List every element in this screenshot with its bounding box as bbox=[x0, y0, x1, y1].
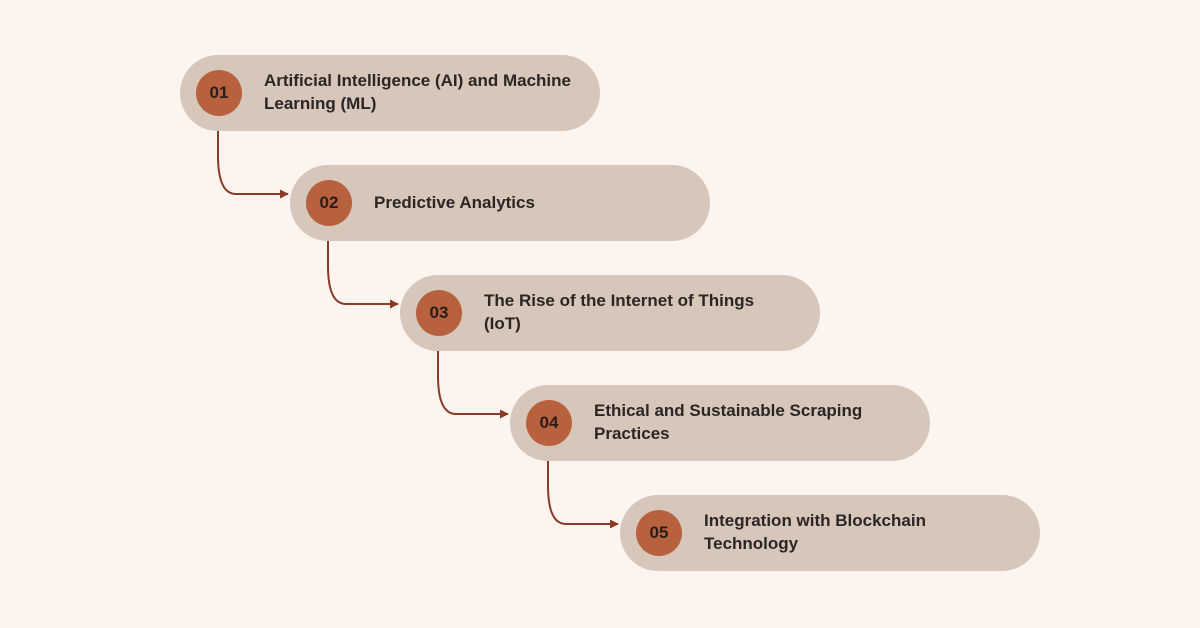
step-pill-03: 03 The Rise of the Internet of Things (Io… bbox=[400, 275, 820, 351]
connector-arrow bbox=[218, 131, 288, 194]
step-pill-02: 02 Predictive Analytics bbox=[290, 165, 710, 241]
step-number-badge: 04 bbox=[526, 400, 572, 446]
step-pill-04: 04 Ethical and Sustainable Scraping Pract… bbox=[510, 385, 930, 461]
step-number-badge: 05 bbox=[636, 510, 682, 556]
step-pill-01: 01 Artificial Intelligence (AI) and Machi… bbox=[180, 55, 600, 131]
step-number-badge: 02 bbox=[306, 180, 352, 226]
connector-arrow bbox=[548, 461, 618, 524]
step-label: Integration with Blockchain Technology bbox=[704, 510, 1040, 556]
step-label: The Rise of the Internet of Things (IoT) bbox=[484, 290, 820, 336]
connector-arrow bbox=[438, 351, 508, 414]
step-pill-05: 05 Integration with Blockchain Technology bbox=[620, 495, 1040, 571]
infographic-canvas: 01 Artificial Intelligence (AI) and Machi… bbox=[0, 0, 1200, 628]
step-number-badge: 01 bbox=[196, 70, 242, 116]
step-label: Predictive Analytics bbox=[374, 192, 710, 215]
connector-arrow bbox=[328, 241, 398, 304]
step-label: Ethical and Sustainable Scraping Practic… bbox=[594, 400, 930, 446]
step-number-badge: 03 bbox=[416, 290, 462, 336]
step-label: Artificial Intelligence (AI) and Machine… bbox=[264, 70, 600, 116]
